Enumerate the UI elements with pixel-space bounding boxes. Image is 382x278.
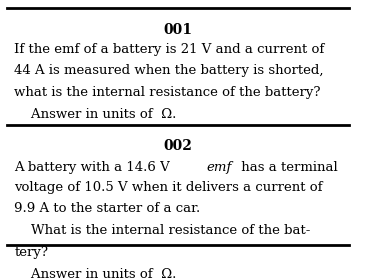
Text: voltage of 10.5 V when it delivers a current of: voltage of 10.5 V when it delivers a cur… — [14, 180, 323, 193]
Text: 002: 002 — [163, 139, 193, 153]
Text: tery?: tery? — [14, 246, 48, 259]
Text: emf: emf — [207, 160, 232, 173]
Text: What is the internal resistance of the bat-: What is the internal resistance of the b… — [14, 224, 311, 237]
Text: Answer in units of  Ω.: Answer in units of Ω. — [14, 267, 176, 278]
Text: If the emf of a battery is 21 V and a current of: If the emf of a battery is 21 V and a cu… — [14, 43, 324, 56]
Text: 44 A is measured when the battery is shorted,: 44 A is measured when the battery is sho… — [14, 64, 324, 77]
Text: has a terminal: has a terminal — [237, 160, 338, 173]
Text: 001: 001 — [163, 23, 193, 36]
Text: A battery with a 14.6 V: A battery with a 14.6 V — [14, 160, 174, 173]
Text: 9.9 A to the starter of a car.: 9.9 A to the starter of a car. — [14, 202, 201, 215]
Text: what is the internal resistance of the battery?: what is the internal resistance of the b… — [14, 86, 321, 99]
Text: Answer in units of  Ω.: Answer in units of Ω. — [14, 108, 176, 121]
